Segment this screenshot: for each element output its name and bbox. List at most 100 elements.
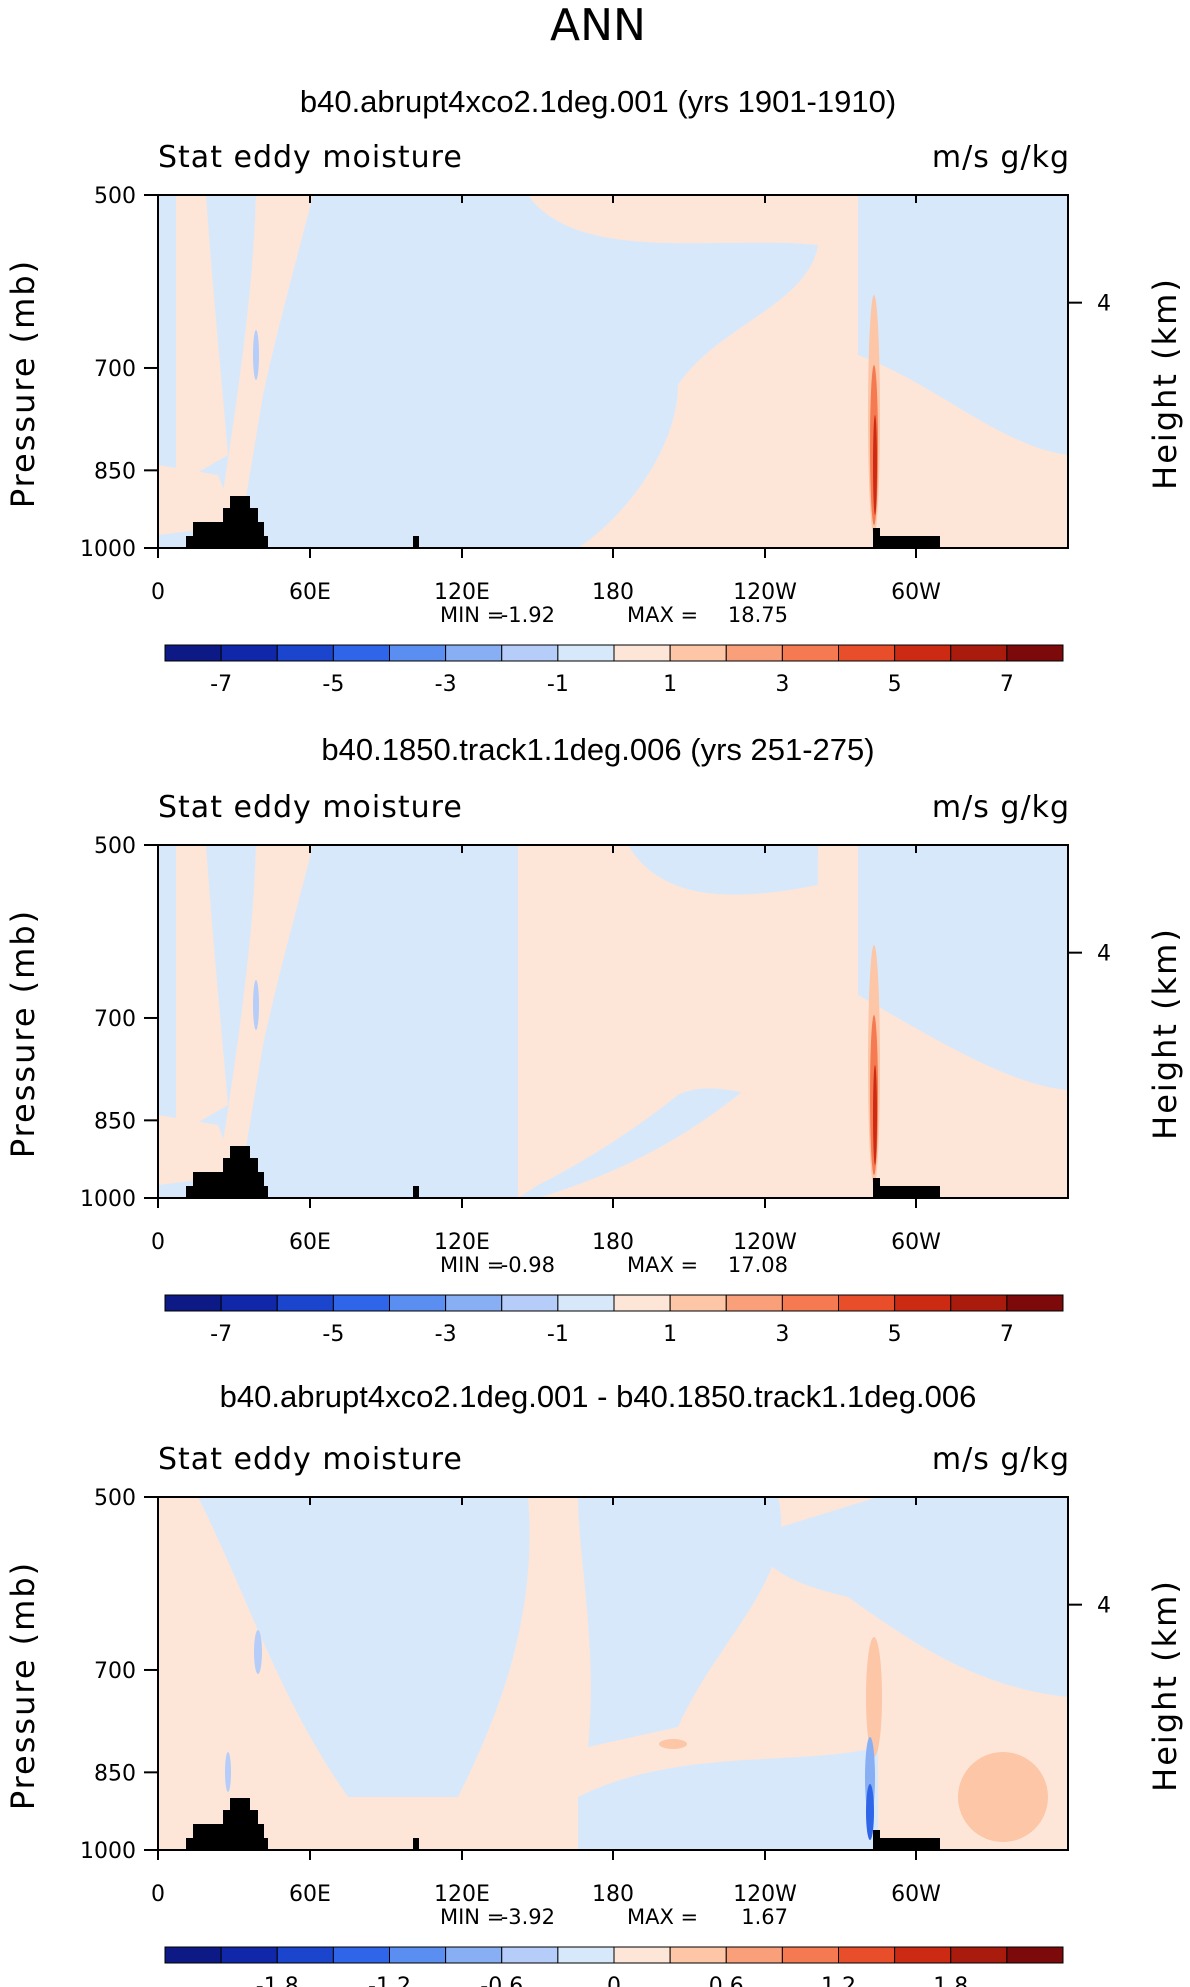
contour-region-positive <box>176 845 228 1135</box>
topography-mask <box>186 1146 940 1198</box>
colorbar-swatch <box>276 1294 334 1312</box>
y2-tick-label: 4 <box>1097 292 1111 317</box>
colorbar-label: 0.6 <box>709 1974 744 1987</box>
colorbar-label: 5 <box>888 672 902 697</box>
y2-tick-label: 4 <box>1097 942 1111 967</box>
colorbar-swatch <box>332 644 390 662</box>
max-label: MAX = <box>627 603 698 627</box>
colorbar-label: 7 <box>1000 672 1014 697</box>
units-label: m/s g/kg <box>932 1442 1070 1477</box>
colorbar-swatch <box>613 1294 671 1312</box>
colorbar-swatch <box>557 1294 615 1312</box>
x-tick-label: 0 <box>151 1882 165 1907</box>
colorbar-swatch <box>838 644 896 662</box>
y2-axis-label: Height (km) <box>1146 927 1184 1140</box>
units-label: m/s g/kg <box>932 790 1070 825</box>
colorbar-swatch <box>1006 1294 1064 1312</box>
colorbar-swatch <box>332 1294 390 1312</box>
x-tick-label: 120W <box>733 580 797 605</box>
colorbar-swatch <box>894 644 952 662</box>
contour-region <box>253 980 259 1030</box>
colorbar-swatch <box>669 644 727 662</box>
y-tick-label: 500 <box>94 1486 136 1511</box>
y-tick-label: 500 <box>94 834 136 859</box>
colorbar-swatch <box>389 1946 447 1964</box>
colorbar-swatch <box>501 644 559 662</box>
colorbar-swatch <box>220 644 278 662</box>
contour-region <box>958 1752 1048 1842</box>
heatmap-plot <box>158 195 1068 548</box>
x-tick-label: 0 <box>151 580 165 605</box>
colorbar-swatch <box>501 1294 559 1312</box>
min-value: -1.92 <box>501 603 555 627</box>
colorbar: -1.8 -1.2 -0.6 0 0.6 1.2 1.8 <box>164 1946 1064 1987</box>
land-mass <box>873 528 940 548</box>
y-axis-label: Pressure (mb) <box>4 1561 42 1810</box>
contour-region-positive <box>858 355 1068 548</box>
panel-title: b40.1850.track1.1deg.006 (yrs 251-275) <box>321 732 874 767</box>
min-value: -3.92 <box>501 1905 555 1929</box>
colorbar-swatch <box>613 644 671 662</box>
colorbar-swatch <box>501 1946 559 1964</box>
colorbar-swatch <box>950 644 1008 662</box>
max-value: 18.75 <box>728 603 788 627</box>
x-tick-label: 60E <box>289 1882 331 1907</box>
colorbar-swatch <box>276 644 334 662</box>
panels-group: b40.abrupt4xco2.1deg.001 (yrs 1901-1910)… <box>4 84 1184 1987</box>
colorbar-label: 7 <box>1000 1322 1014 1347</box>
colorbar-swatch <box>1006 644 1064 662</box>
x-tick-label: 60E <box>289 1230 331 1255</box>
contour-region-positive <box>218 195 313 525</box>
heatmap-plot <box>158 1497 1068 1850</box>
colorbar-swatch <box>1006 1946 1064 1964</box>
colorbar: -7 -5 -3 -1 1 3 5 7 <box>164 1294 1064 1347</box>
max-label: MAX = <box>627 1905 698 1929</box>
min-label: MIN = <box>440 1905 504 1929</box>
colorbar-swatch <box>276 1946 334 1964</box>
colorbar-label: -0.6 <box>480 1974 523 1987</box>
colorbar-label: 3 <box>775 672 789 697</box>
land-mass <box>873 1178 940 1198</box>
contour-region-positive <box>158 1115 238 1185</box>
y-tick-label: 1000 <box>80 537 136 562</box>
x-tick-label: 120W <box>733 1230 797 1255</box>
y-tick-label: 1000 <box>80 1839 136 1864</box>
colorbar-swatch <box>220 1294 278 1312</box>
x-tick-label: 180 <box>592 580 634 605</box>
colorbar-swatch <box>781 1294 839 1312</box>
variable-label: Stat eddy moisture <box>158 1442 463 1477</box>
colorbar-label: -1.8 <box>256 1974 299 1987</box>
contour-region <box>866 1784 874 1840</box>
colorbar-swatch <box>445 1294 503 1312</box>
colorbar-label: -5 <box>322 1322 344 1347</box>
colorbar-label: 1 <box>663 672 677 697</box>
y2-axis-label: Height (km) <box>1146 1579 1184 1792</box>
colorbar-swatch <box>950 1946 1008 1964</box>
contour-region-positive <box>176 195 228 485</box>
land-mass <box>413 1838 419 1850</box>
y2-axis-label: Height (km) <box>1146 277 1184 490</box>
colorbar-swatch <box>613 1946 671 1964</box>
colorbar-swatch <box>894 1946 952 1964</box>
contour-region-positive <box>218 845 313 1175</box>
colorbar-swatch <box>725 644 783 662</box>
y-tick-label: 700 <box>94 1007 136 1032</box>
colorbar-label: -1 <box>547 672 569 697</box>
y-tick-label: 700 <box>94 357 136 382</box>
panel-title: b40.abrupt4xco2.1deg.001 (yrs 1901-1910) <box>300 84 896 119</box>
y-tick-label: 700 <box>94 1659 136 1684</box>
colorbar-label: -3 <box>435 672 457 697</box>
contour-region-positive <box>158 465 238 535</box>
variable-label: Stat eddy moisture <box>158 140 463 175</box>
colorbar-swatch <box>332 1946 390 1964</box>
colorbar-swatch <box>220 1946 278 1964</box>
colorbar-swatch <box>781 644 839 662</box>
x-tick-label: 180 <box>592 1882 634 1907</box>
max-value: 17.08 <box>728 1253 788 1277</box>
topography-mask <box>186 1798 940 1850</box>
x-tick-label: 60W <box>891 1230 941 1255</box>
contour-region-positive <box>518 845 858 1198</box>
y-tick-label: 850 <box>94 1761 136 1786</box>
colorbar-swatch <box>445 1946 503 1964</box>
